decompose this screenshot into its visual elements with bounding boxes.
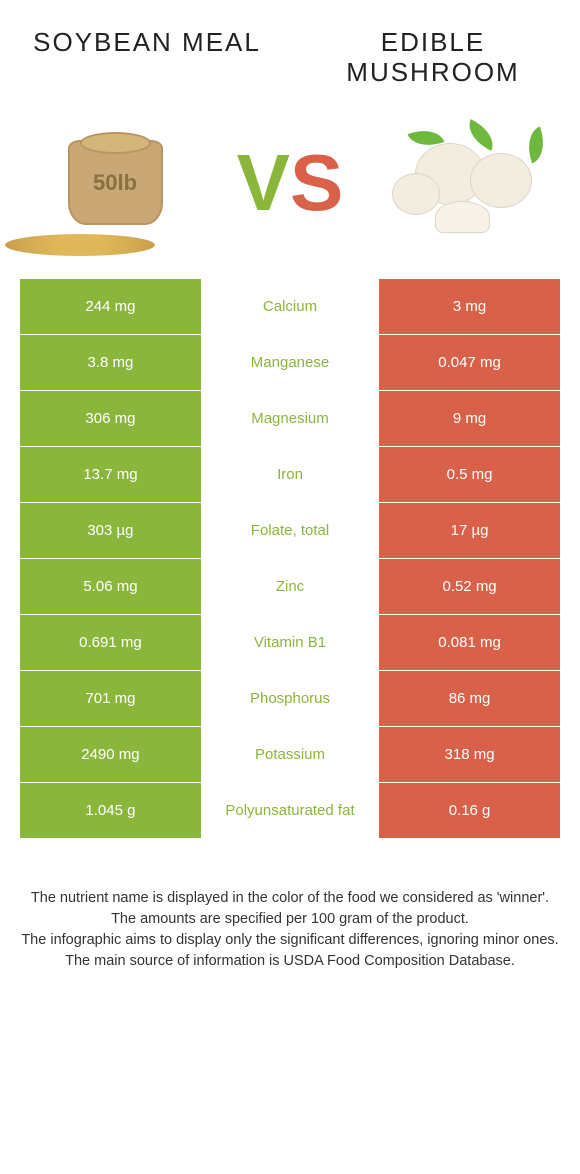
left-value: 306 mg [20, 391, 201, 446]
nutrient-name: Calcium [201, 279, 379, 334]
right-food-title: Edible mushroom [316, 28, 550, 88]
right-value: 0.52 mg [379, 559, 560, 614]
nutrient-table: 244 mgCalcium3 mg3.8 mgManganese0.047 mg… [20, 278, 560, 838]
nutrient-name: Zinc [201, 559, 379, 614]
left-value: 2490 mg [20, 727, 201, 782]
hero-row: VS [0, 98, 580, 278]
left-value: 701 mg [20, 671, 201, 726]
nutrient-name: Iron [201, 447, 379, 502]
left-value: 0.691 mg [20, 615, 201, 670]
left-value: 244 mg [20, 279, 201, 334]
left-value: 5.06 mg [20, 559, 201, 614]
nutrient-name: Potassium [201, 727, 379, 782]
footer-notes: The nutrient name is displayed in the co… [20, 888, 560, 972]
left-food-title: Soybean meal [30, 28, 264, 88]
table-row: 3.8 mgManganese0.047 mg [20, 334, 560, 390]
nutrient-name: Folate, total [201, 503, 379, 558]
left-value: 1.045 g [20, 783, 201, 838]
nutrient-name: Magnesium [201, 391, 379, 446]
nutrient-name: Vitamin B1 [201, 615, 379, 670]
nutrient-name: Manganese [201, 335, 379, 390]
table-row: 303 µgFolate, total17 µg [20, 502, 560, 558]
left-value: 3.8 mg [20, 335, 201, 390]
table-row: 1.045 gPolyunsaturated fat0.16 g [20, 782, 560, 838]
table-row: 13.7 mgIron0.5 mg [20, 446, 560, 502]
left-value: 303 µg [20, 503, 201, 558]
header: Soybean meal Edible mushroom [0, 0, 580, 98]
soybean-meal-image [25, 118, 205, 248]
footer-line: The main source of information is USDA F… [20, 951, 560, 972]
left-value: 13.7 mg [20, 447, 201, 502]
right-value: 17 µg [379, 503, 560, 558]
right-value: 0.5 mg [379, 447, 560, 502]
mushroom-image [375, 118, 555, 248]
nutrient-name: Polyunsaturated fat [201, 783, 379, 838]
table-row: 306 mgMagnesium9 mg [20, 390, 560, 446]
right-value: 0.16 g [379, 783, 560, 838]
vs-label: VS [237, 137, 344, 229]
table-row: 701 mgPhosphorus86 mg [20, 670, 560, 726]
right-value: 3 mg [379, 279, 560, 334]
right-value: 318 mg [379, 727, 560, 782]
vs-v: V [237, 137, 290, 229]
right-value: 9 mg [379, 391, 560, 446]
table-row: 5.06 mgZinc0.52 mg [20, 558, 560, 614]
right-value: 0.047 mg [379, 335, 560, 390]
vs-s: S [290, 137, 343, 229]
table-row: 2490 mgPotassium318 mg [20, 726, 560, 782]
footer-line: The infographic aims to display only the… [20, 930, 560, 951]
footer-line: The amounts are specified per 100 gram o… [20, 909, 560, 930]
right-value: 0.081 mg [379, 615, 560, 670]
table-row: 244 mgCalcium3 mg [20, 278, 560, 334]
nutrient-name: Phosphorus [201, 671, 379, 726]
table-row: 0.691 mgVitamin B10.081 mg [20, 614, 560, 670]
footer-line: The nutrient name is displayed in the co… [20, 888, 560, 909]
right-value: 86 mg [379, 671, 560, 726]
